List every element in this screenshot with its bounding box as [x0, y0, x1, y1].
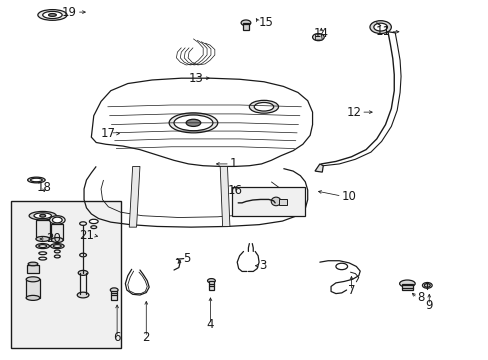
Ellipse shape — [254, 103, 273, 111]
Text: 5: 5 — [183, 252, 190, 265]
Ellipse shape — [38, 10, 67, 20]
Ellipse shape — [50, 244, 64, 249]
Text: 11: 11 — [375, 25, 389, 38]
Text: 13: 13 — [188, 72, 203, 85]
Bar — [11, 202, 120, 348]
Polygon shape — [129, 166, 140, 227]
Polygon shape — [271, 191, 295, 208]
Ellipse shape — [373, 23, 386, 31]
Ellipse shape — [249, 100, 278, 113]
Ellipse shape — [40, 214, 45, 217]
Text: 6: 6 — [113, 331, 121, 344]
Polygon shape — [314, 164, 323, 172]
Polygon shape — [51, 224, 63, 240]
Ellipse shape — [30, 178, 42, 182]
Ellipse shape — [110, 288, 118, 292]
Ellipse shape — [42, 12, 62, 18]
Polygon shape — [315, 34, 322, 40]
Text: 16: 16 — [227, 184, 242, 197]
Polygon shape — [91, 78, 312, 166]
Ellipse shape — [335, 263, 347, 270]
Ellipse shape — [26, 277, 40, 282]
Text: 4: 4 — [206, 318, 214, 331]
Ellipse shape — [424, 284, 429, 287]
Text: 7: 7 — [347, 284, 354, 297]
Ellipse shape — [241, 20, 250, 26]
Text: 18: 18 — [37, 181, 52, 194]
Text: 3: 3 — [259, 259, 266, 272]
Ellipse shape — [78, 270, 88, 275]
Ellipse shape — [28, 177, 45, 183]
Ellipse shape — [186, 119, 201, 126]
Ellipse shape — [49, 216, 65, 224]
Polygon shape — [220, 166, 229, 226]
Ellipse shape — [39, 245, 46, 248]
Ellipse shape — [36, 244, 49, 249]
Ellipse shape — [53, 245, 61, 248]
Ellipse shape — [271, 197, 281, 206]
Text: 10: 10 — [341, 190, 356, 203]
Ellipse shape — [207, 279, 215, 283]
Polygon shape — [208, 282, 214, 290]
Bar — [232, 187, 305, 216]
Ellipse shape — [89, 219, 98, 224]
Ellipse shape — [26, 296, 40, 300]
Text: 9: 9 — [425, 298, 432, 311]
Ellipse shape — [77, 292, 89, 298]
Ellipse shape — [36, 237, 49, 242]
Polygon shape — [401, 284, 412, 290]
Text: 17: 17 — [101, 127, 116, 140]
Polygon shape — [36, 220, 49, 237]
Ellipse shape — [34, 213, 51, 219]
Text: 15: 15 — [259, 16, 273, 29]
Bar — [278, 199, 287, 205]
Text: 1: 1 — [229, 157, 237, 170]
Text: 14: 14 — [313, 27, 328, 40]
Text: 21: 21 — [79, 229, 94, 242]
Ellipse shape — [52, 217, 62, 223]
Ellipse shape — [422, 283, 431, 288]
Text: 2: 2 — [142, 331, 150, 344]
Ellipse shape — [369, 21, 390, 33]
Ellipse shape — [277, 195, 291, 203]
Ellipse shape — [28, 262, 38, 266]
Polygon shape — [27, 265, 39, 273]
Ellipse shape — [48, 14, 56, 17]
Ellipse shape — [399, 280, 414, 287]
Ellipse shape — [51, 238, 63, 243]
Ellipse shape — [174, 115, 212, 131]
Ellipse shape — [29, 211, 56, 220]
Text: 19: 19 — [61, 6, 77, 19]
Polygon shape — [111, 291, 117, 300]
Polygon shape — [243, 23, 248, 30]
Ellipse shape — [169, 113, 217, 133]
Ellipse shape — [312, 33, 324, 41]
Polygon shape — [26, 279, 40, 298]
Text: 12: 12 — [346, 105, 361, 119]
Text: 8: 8 — [416, 291, 424, 305]
Text: 20: 20 — [46, 233, 61, 246]
